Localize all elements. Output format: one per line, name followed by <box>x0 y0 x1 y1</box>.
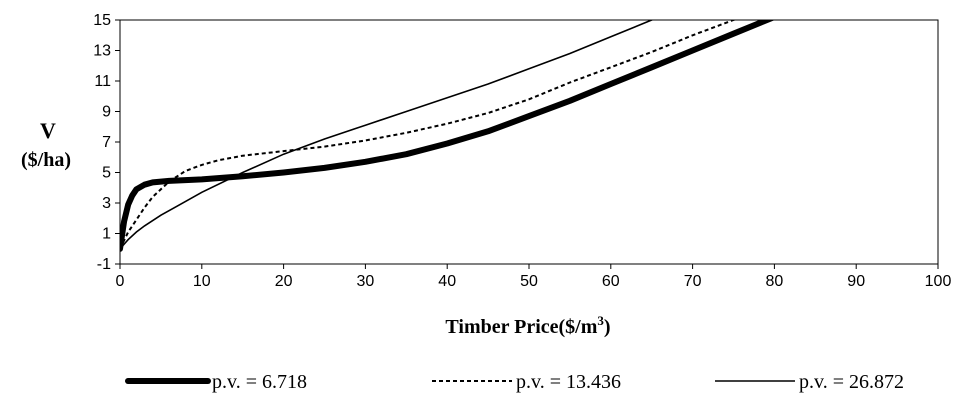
x-tick-label: 90 <box>847 273 865 290</box>
y-axis-title-line2: ($/ha) <box>21 149 71 171</box>
series-line-3 <box>120 20 655 250</box>
y-tick-label: 9 <box>102 104 111 121</box>
series-line-1 <box>120 20 775 252</box>
x-tick-label: 60 <box>602 273 620 290</box>
y-tick-label: 5 <box>102 165 111 182</box>
legend: p.v. = 6.718 p.v. = 13.436 p.v. = 26.872 <box>125 371 904 393</box>
legend-label-2: p.v. = 13.436 <box>516 371 621 393</box>
legend-label-1: p.v. = 6.718 <box>212 371 307 393</box>
series-lines <box>120 20 775 252</box>
y-tick-label: -1 <box>97 256 111 273</box>
x-tick-label: 20 <box>275 273 293 290</box>
x-tick-label: 30 <box>357 273 375 290</box>
y-tick-label: 7 <box>102 134 111 151</box>
y-tick-label: 11 <box>94 73 111 90</box>
x-axis: 0 10 20 30 40 50 60 70 80 90 100 <box>116 264 952 290</box>
x-axis-title: Timber Price($/m3) <box>445 313 610 338</box>
y-axis-title-line1: V <box>40 118 56 143</box>
plot-area <box>119 19 939 265</box>
x-tick-label: 100 <box>925 273 952 290</box>
x-tick-label: 0 <box>116 273 125 290</box>
plot-frame <box>119 19 939 265</box>
legend-label-3: p.v. = 26.872 <box>799 371 904 393</box>
y-tick-label: 13 <box>93 43 111 60</box>
y-tick-label: 3 <box>102 195 111 212</box>
y-tick-label: 1 <box>102 226 111 243</box>
x-tick-label: 40 <box>438 273 456 290</box>
x-tick-label: 10 <box>193 273 211 290</box>
y-tick-label: 15 <box>93 12 111 29</box>
x-tick-label: 80 <box>766 273 784 290</box>
x-tick-label: 70 <box>684 273 702 290</box>
x-tick-label: 50 <box>520 273 538 290</box>
series-line-2 <box>120 20 737 250</box>
